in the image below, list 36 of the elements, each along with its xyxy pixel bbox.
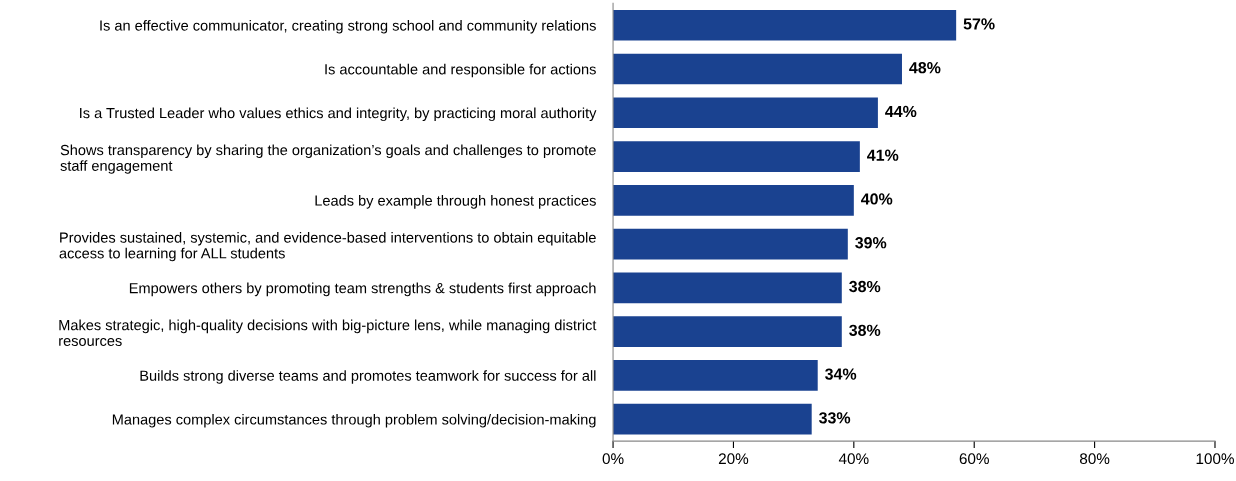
data-label: 33% — [819, 412, 851, 424]
y-tick-label: Provides sustained, systemic, and evidence-based interventions to obtain equitable access to learning for ALL students — [59, 232, 596, 262]
bar — [613, 228, 848, 260]
x-tick-label: 80% — [1079, 453, 1110, 465]
y-tick-label: Empowers others by promoting team strengths & students first approach — [129, 282, 596, 297]
y-tick-label: Is a Trusted Leader who values ethics and integrity, by practicing moral authority — [80, 107, 597, 122]
data-label: 34% — [825, 368, 857, 380]
data-label: 40% — [861, 193, 893, 205]
y-tick-label: Is an effective communicator, creating strong school and community relations — [100, 19, 596, 34]
x-tick-label: 20% — [718, 453, 749, 465]
y-tick-label: Leads by example through honest practices — [315, 195, 596, 209]
x-tick-label: 40% — [838, 453, 869, 465]
x-tick-label: 0% — [602, 453, 624, 465]
bar — [613, 185, 854, 216]
bar — [613, 403, 812, 435]
data-label: 57% — [963, 18, 995, 30]
x-tick-label: 100% — [1196, 453, 1234, 465]
data-label: 38% — [849, 280, 881, 293]
bar — [613, 9, 957, 41]
bar — [613, 141, 860, 172]
y-tick-label: Manages complex circumstances through problem solving/decision-making — [112, 413, 596, 428]
data-label: 38% — [849, 324, 881, 336]
bar — [613, 360, 818, 391]
bar — [613, 53, 902, 85]
data-label: 41% — [867, 149, 899, 161]
bar — [613, 272, 842, 304]
data-label: 44% — [885, 105, 917, 118]
y-tick-label: Makes strategic, high-quality decisions with big-picture lens, while managing district resources — [59, 319, 597, 346]
y-tick-label: Is accountable and responsible for actions — [325, 63, 596, 78]
bar — [613, 97, 878, 129]
x-tick-label: 60% — [959, 453, 989, 465]
y-tick-label: Shows transparency by sharing the organization’s goals and challenges to promote staff engagement — [60, 144, 596, 174]
data-label: 48% — [909, 62, 941, 74]
bar — [613, 316, 842, 347]
y-tick-label: Builds strong diverse teams and promotes teamwork for success for all — [140, 370, 596, 384]
data-label: 39% — [855, 237, 887, 249]
